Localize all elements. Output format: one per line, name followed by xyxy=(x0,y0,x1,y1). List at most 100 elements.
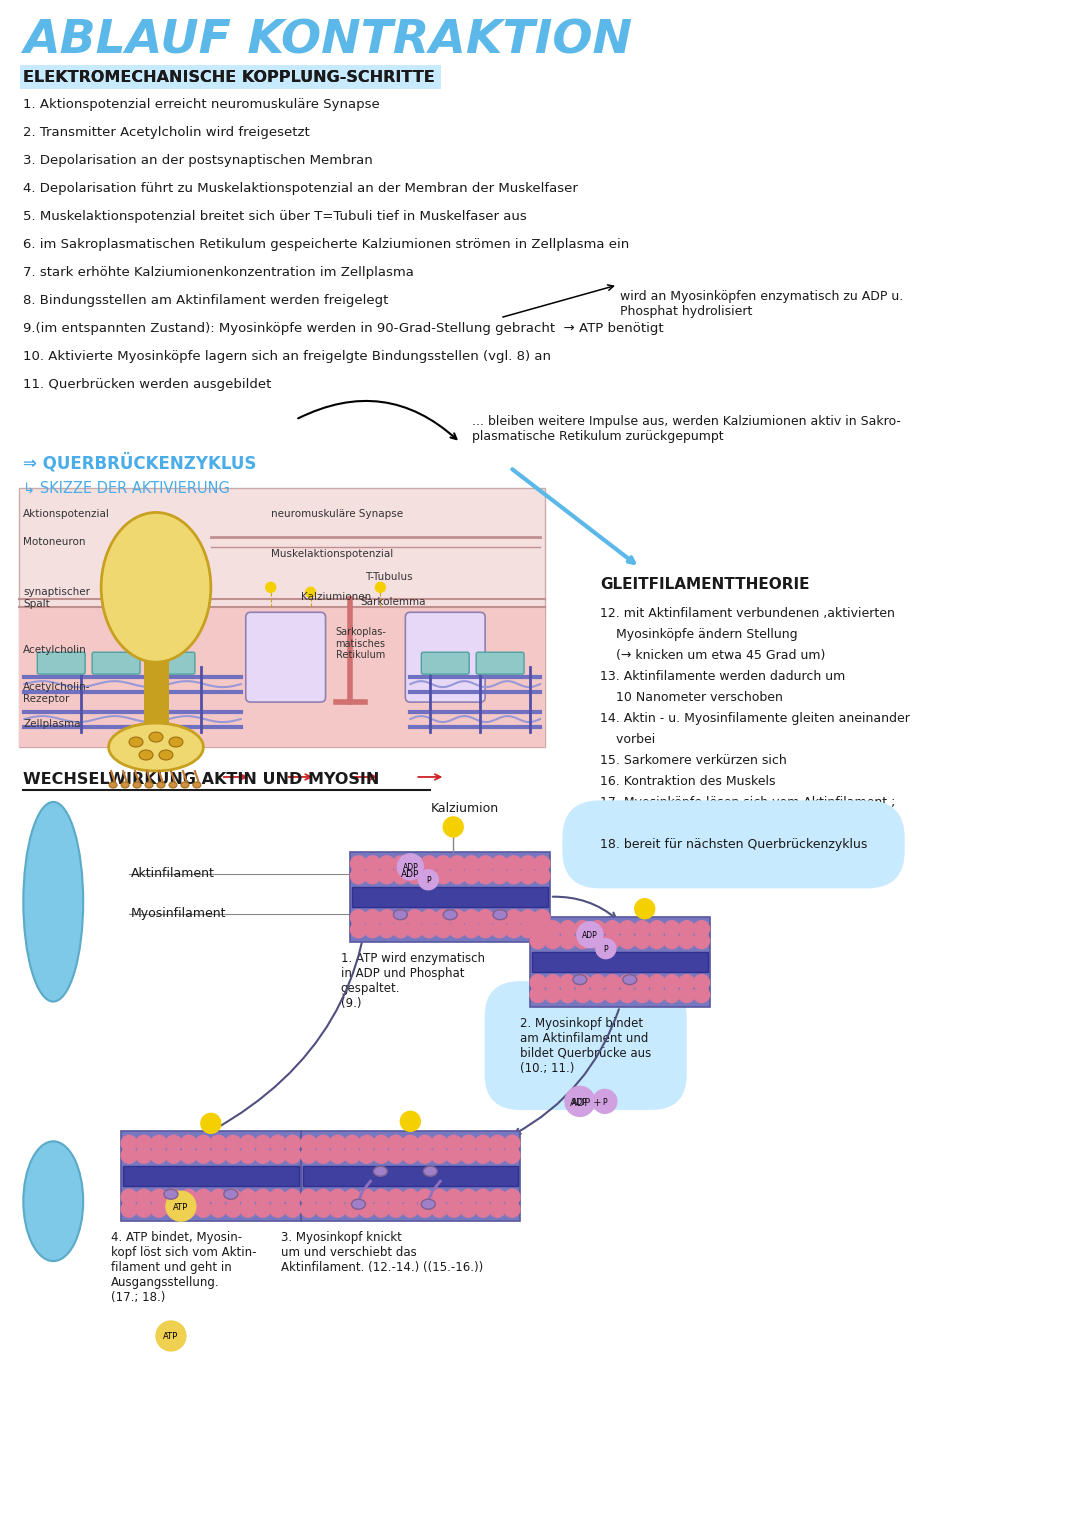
Circle shape xyxy=(300,1190,316,1205)
Text: (→ knicken um etwa 45 Grad um): (→ knicken um etwa 45 Grad um) xyxy=(599,649,825,663)
Ellipse shape xyxy=(181,782,189,788)
Circle shape xyxy=(693,974,710,991)
FancyBboxPatch shape xyxy=(476,652,524,673)
Ellipse shape xyxy=(159,750,173,760)
Text: 4. Depolarisation führt zu Muskelaktionspotenzial an der Membran der Muskelfaser: 4. Depolarisation führt zu Muskelaktions… xyxy=(24,182,578,195)
Circle shape xyxy=(664,974,679,991)
Text: Querbrücke: Querbrücke xyxy=(599,927,673,939)
Circle shape xyxy=(136,1190,152,1205)
Circle shape xyxy=(417,1190,433,1205)
Text: 17. Myosinköpfe lösen sich vom Aktinfilament ;: 17. Myosinköpfe lösen sich vom Aktinfila… xyxy=(599,796,895,809)
Circle shape xyxy=(575,974,591,991)
Circle shape xyxy=(421,910,437,925)
Ellipse shape xyxy=(423,1167,437,1176)
Text: Acetylcholin: Acetylcholin xyxy=(24,646,87,655)
Circle shape xyxy=(435,867,451,884)
Text: ⇒ QUERBRÜCKENZYKLUS: ⇒ QUERBRÜCKENZYKLUS xyxy=(24,452,257,472)
Text: Acetylcholin-
Rezeptor: Acetylcholin- Rezeptor xyxy=(24,683,91,704)
Circle shape xyxy=(407,855,423,872)
Circle shape xyxy=(211,1147,227,1164)
Circle shape xyxy=(165,1135,181,1151)
Circle shape xyxy=(678,921,694,936)
Text: 3. Depolarisation an der postsynaptischen Membran: 3. Depolarisation an der postsynaptische… xyxy=(24,154,373,166)
Ellipse shape xyxy=(24,1141,83,1261)
Circle shape xyxy=(136,1202,152,1217)
Circle shape xyxy=(545,986,561,1003)
Circle shape xyxy=(575,933,591,948)
Circle shape xyxy=(285,1147,300,1164)
Circle shape xyxy=(530,933,546,948)
Circle shape xyxy=(634,974,650,991)
Circle shape xyxy=(403,1147,418,1164)
Circle shape xyxy=(545,921,561,936)
Ellipse shape xyxy=(24,802,83,1002)
Circle shape xyxy=(255,1202,271,1217)
Text: 14. Aktin - u. Myosinfilamente gleiten aneinander: 14. Aktin - u. Myosinfilamente gleiten a… xyxy=(599,712,909,725)
Circle shape xyxy=(460,1147,476,1164)
Circle shape xyxy=(315,1135,332,1151)
Circle shape xyxy=(619,974,635,991)
Circle shape xyxy=(475,1190,491,1205)
Circle shape xyxy=(491,855,508,872)
Circle shape xyxy=(431,1135,447,1151)
Circle shape xyxy=(475,1135,491,1151)
Circle shape xyxy=(407,867,423,884)
Circle shape xyxy=(449,867,465,884)
Circle shape xyxy=(393,855,409,872)
Circle shape xyxy=(329,1190,346,1205)
Circle shape xyxy=(575,921,591,936)
Circle shape xyxy=(593,1089,617,1113)
Circle shape xyxy=(359,1190,375,1205)
Circle shape xyxy=(165,1147,181,1164)
Circle shape xyxy=(431,1147,447,1164)
Circle shape xyxy=(345,1135,360,1151)
Bar xyxy=(532,951,707,971)
Circle shape xyxy=(180,1202,197,1217)
Circle shape xyxy=(605,921,620,936)
Circle shape xyxy=(388,1190,404,1205)
Text: 6. im Sakroplasmatischen Retikulum gespeicherte Kalziumionen strömen in Zellplas: 6. im Sakroplasmatischen Retikulum gespe… xyxy=(24,238,630,250)
Ellipse shape xyxy=(494,910,508,919)
Circle shape xyxy=(211,1135,227,1151)
Circle shape xyxy=(388,1135,404,1151)
Circle shape xyxy=(270,1147,286,1164)
Circle shape xyxy=(180,1147,197,1164)
Circle shape xyxy=(421,855,437,872)
Text: 10. Aktivierte Myosinköpfe lagern sich an freigelgte Bindungsstellen (vgl. 8) an: 10. Aktivierte Myosinköpfe lagern sich a… xyxy=(24,350,551,363)
Text: 4. ATP bindet, Myosin-
kopf löst sich vom Aktin-
filament und geht in
Ausgangsst: 4. ATP bindet, Myosin- kopf löst sich vo… xyxy=(111,1231,257,1304)
Circle shape xyxy=(345,1147,360,1164)
Text: Motoneuron: Motoneuron xyxy=(24,538,85,547)
Circle shape xyxy=(519,922,536,938)
Circle shape xyxy=(575,986,591,1003)
Circle shape xyxy=(435,910,451,925)
FancyBboxPatch shape xyxy=(19,487,545,747)
Circle shape xyxy=(530,921,546,936)
Circle shape xyxy=(565,1086,595,1116)
Circle shape xyxy=(605,974,620,991)
Text: ADP +: ADP + xyxy=(570,1098,602,1109)
Bar xyxy=(123,1167,299,1186)
Circle shape xyxy=(393,910,409,925)
Ellipse shape xyxy=(168,738,183,747)
Circle shape xyxy=(359,1135,375,1151)
Circle shape xyxy=(374,1190,389,1205)
Circle shape xyxy=(460,1190,476,1205)
Circle shape xyxy=(435,855,451,872)
Circle shape xyxy=(491,922,508,938)
Ellipse shape xyxy=(374,1167,388,1176)
Circle shape xyxy=(505,867,522,884)
Circle shape xyxy=(407,922,423,938)
Circle shape xyxy=(329,1202,346,1217)
Text: ↳ SKIZZE DER AKTIVIERUNG: ↳ SKIZZE DER AKTIVIERUNG xyxy=(24,481,230,496)
FancyBboxPatch shape xyxy=(38,652,85,673)
Circle shape xyxy=(678,933,694,948)
Circle shape xyxy=(285,1135,300,1151)
Circle shape xyxy=(156,1321,186,1351)
Ellipse shape xyxy=(102,513,211,663)
Circle shape xyxy=(195,1190,212,1205)
Circle shape xyxy=(351,922,366,938)
Text: 1. Aktionspotenzial erreicht neuromuskuläre Synapse: 1. Aktionspotenzial erreicht neuromuskul… xyxy=(24,98,380,111)
Circle shape xyxy=(388,1147,404,1164)
Circle shape xyxy=(417,1202,433,1217)
Circle shape xyxy=(504,1190,521,1205)
